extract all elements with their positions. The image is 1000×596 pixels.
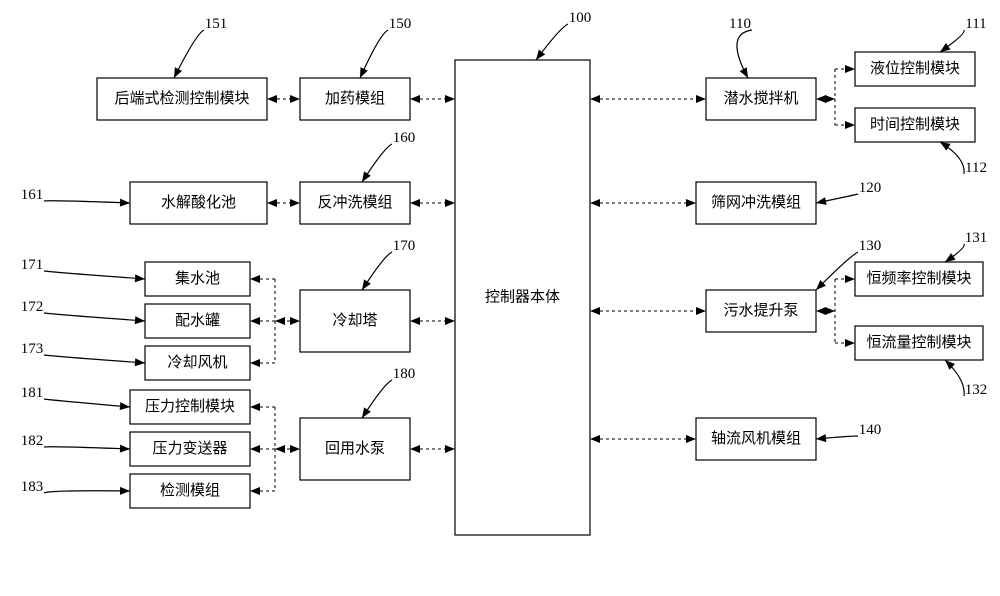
node-b140: 轴流风机模组 xyxy=(696,418,816,460)
ref-161: 161 xyxy=(21,187,44,203)
node-label-b131: 恒频率控制模块 xyxy=(866,270,971,287)
ref-181: 181 xyxy=(21,385,44,401)
ref-120: 120 xyxy=(859,180,882,196)
node-label-b161: 水解酸化池 xyxy=(161,194,236,211)
node-label-b172: 配水罐 xyxy=(175,312,220,329)
node-b150: 加药模组 xyxy=(300,78,410,120)
ref-112: 112 xyxy=(965,160,987,176)
node-label-b160: 反冲洗模组 xyxy=(317,194,392,211)
node-label-b150: 加药模组 xyxy=(325,90,385,107)
ref-131: 131 xyxy=(965,230,988,246)
node-b170: 冷却塔 xyxy=(300,290,410,352)
node-controller: 控制器本体 xyxy=(455,60,590,535)
node-label-b140: 轴流风机模组 xyxy=(711,430,801,447)
node-label-b120: 筛网冲洗模组 xyxy=(711,194,801,211)
ref-110: 110 xyxy=(729,16,751,32)
node-b182: 压力变送器 xyxy=(130,432,250,466)
ref-172: 172 xyxy=(21,299,44,315)
node-b172: 配水罐 xyxy=(145,304,250,338)
node-b161: 水解酸化池 xyxy=(130,182,267,224)
diagram-canvas: 控制器本体 加药模组 后端式检测控制模块反冲洗模组 水解酸化池冷却塔 集水池配水罐冷却风… xyxy=(0,0,1000,596)
node-b180: 回用水泵 xyxy=(300,418,410,480)
node-b171: 集水池 xyxy=(145,262,250,296)
node-b110: 潜水搅拌机 xyxy=(706,78,816,120)
ref-151: 151 xyxy=(205,16,228,32)
ref-173: 173 xyxy=(21,341,44,357)
node-b132: 恒流量控制模块 xyxy=(855,326,983,360)
node-b181: 压力控制模块 xyxy=(130,390,250,424)
node-label-b110: 潜水搅拌机 xyxy=(723,90,798,107)
ref-183: 183 xyxy=(21,479,44,495)
node-b131: 恒频率控制模块 xyxy=(855,262,983,296)
ref-130: 130 xyxy=(859,238,882,254)
node-label-b130: 污水提升泵 xyxy=(723,302,798,319)
node-label-b170: 冷却塔 xyxy=(332,312,377,329)
node-b160: 反冲洗模组 xyxy=(300,182,410,224)
ref-132: 132 xyxy=(965,382,988,398)
node-label-b151: 后端式检测控制模块 xyxy=(114,90,249,107)
node-b120: 筛网冲洗模组 xyxy=(696,182,816,224)
node-label-b112: 时间控制模块 xyxy=(870,116,960,133)
node-label-b173: 冷却风机 xyxy=(167,354,227,371)
node-label-b171: 集水池 xyxy=(175,270,220,287)
ref-100: 100 xyxy=(569,10,592,26)
ref-150: 150 xyxy=(389,16,412,32)
ref-171: 171 xyxy=(21,257,44,273)
node-b151: 后端式检测控制模块 xyxy=(97,78,267,120)
node-b183: 检测模组 xyxy=(130,474,250,508)
node-label-b132: 恒流量控制模块 xyxy=(866,334,971,351)
node-b173: 冷却风机 xyxy=(145,346,250,380)
ref-160: 160 xyxy=(393,130,416,146)
node-label-b183: 检测模组 xyxy=(160,482,220,499)
ref-182: 182 xyxy=(21,433,44,449)
ref-140: 140 xyxy=(859,422,882,438)
ref-111: 111 xyxy=(965,16,986,32)
ref-170: 170 xyxy=(393,238,416,254)
node-b111: 液位控制模块 xyxy=(855,52,975,86)
node-b112: 时间控制模块 xyxy=(855,108,975,142)
node-label-b111: 液位控制模块 xyxy=(870,60,960,77)
node-b130: 污水提升泵 xyxy=(706,290,816,332)
node-label-b181: 压力控制模块 xyxy=(145,398,235,415)
ref-180: 180 xyxy=(393,366,416,382)
node-label-b182: 压力变送器 xyxy=(152,440,227,457)
node-label-b180: 回用水泵 xyxy=(325,440,385,457)
node-label-controller: 控制器本体 xyxy=(485,289,560,306)
